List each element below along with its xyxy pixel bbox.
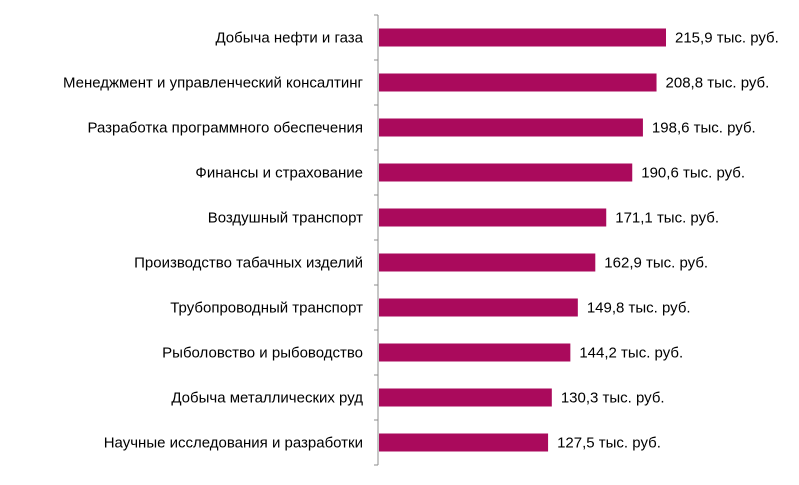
value-label: 198,6 тыс. руб. — [652, 120, 756, 137]
bar — [379, 388, 552, 407]
category-label: Рыболовство и рыбоводство — [162, 345, 363, 362]
category-label: Разработка программного обеспечения — [87, 120, 363, 137]
bar — [379, 253, 596, 272]
category-label: Трубопроводный транспорт — [170, 300, 363, 317]
bar — [379, 28, 666, 47]
category-label: Финансы и страхование — [195, 165, 363, 182]
category-label: Добыча нефти и газа — [215, 30, 363, 47]
value-label: 208,8 тыс. руб. — [666, 75, 770, 92]
category-label: Воздушный транспорт — [208, 210, 363, 227]
value-labels: 215,9 тыс. руб. 208,8 тыс. руб. 198,6 тыс.… — [557, 30, 779, 452]
value-label: 190,6 тыс. руб. — [641, 165, 745, 182]
bars-layer — [379, 28, 666, 452]
bar — [379, 208, 607, 227]
bar — [379, 118, 643, 137]
category-label: Научные исследования и разработки — [104, 435, 363, 452]
value-label: 171,1 тыс. руб. — [615, 210, 719, 227]
value-label: 149,8 тыс. руб. — [587, 300, 691, 317]
category-labels: Добыча нефти и газа Менеджмент и управлен… — [63, 30, 364, 452]
y-axis-ticks — [374, 14, 378, 466]
value-label: 162,9 тыс. руб. — [604, 255, 708, 272]
value-label: 130,3 тыс. руб. — [561, 390, 665, 407]
category-label: Производство табачных изделий — [134, 255, 363, 272]
value-label: 215,9 тыс. руб. — [675, 30, 779, 47]
value-label: 127,5 тыс. руб. — [557, 435, 661, 452]
bar — [379, 163, 633, 182]
bar — [379, 298, 578, 317]
bar — [379, 343, 571, 362]
category-label: Добыча металлических руд — [171, 390, 363, 407]
bar — [379, 433, 549, 452]
bar — [379, 73, 657, 92]
category-label: Менеджмент и управленческий консалтинг — [63, 75, 364, 92]
value-label: 144,2 тыс. руб. — [579, 345, 683, 362]
